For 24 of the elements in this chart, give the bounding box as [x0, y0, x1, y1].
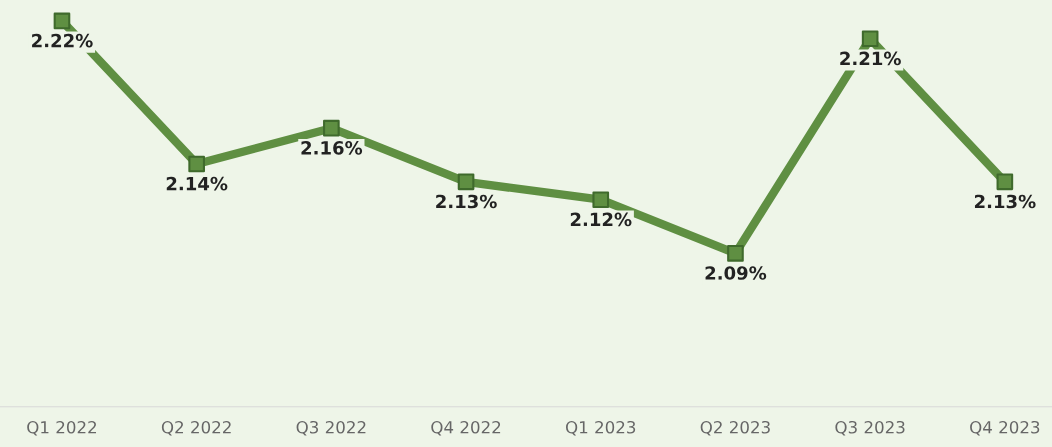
x-tick-label: Q1 2023 [565, 420, 636, 436]
x-tick-label: Q3 2023 [835, 420, 905, 436]
data-label: 2.13% [436, 194, 497, 209]
point [457, 173, 475, 191]
point [188, 155, 205, 173]
data-label: 2.21% [840, 51, 901, 66]
data-label: 2.22% [32, 33, 93, 48]
x-tick-label: Q4 2022 [431, 420, 501, 436]
point [323, 119, 340, 137]
x-tick-label: Q1 2022 [27, 420, 97, 436]
x-tick-label: Q3 2022 [296, 420, 366, 436]
x-tick-label: Q2 2023 [700, 420, 770, 436]
data-label: 2.16% [301, 141, 363, 155]
data-label: 2.09% [705, 266, 767, 280]
point [592, 191, 610, 209]
point [996, 173, 1014, 191]
x-tick-label: Q2 2022 [161, 420, 231, 436]
point [861, 30, 879, 48]
data-label: 2.13% [974, 194, 1036, 209]
data-label: 2.12% [570, 212, 632, 227]
data-label: 2.14% [166, 176, 228, 191]
x-tick-label: Q4 2023 [970, 420, 1040, 436]
point [53, 12, 71, 30]
point [727, 245, 744, 262]
